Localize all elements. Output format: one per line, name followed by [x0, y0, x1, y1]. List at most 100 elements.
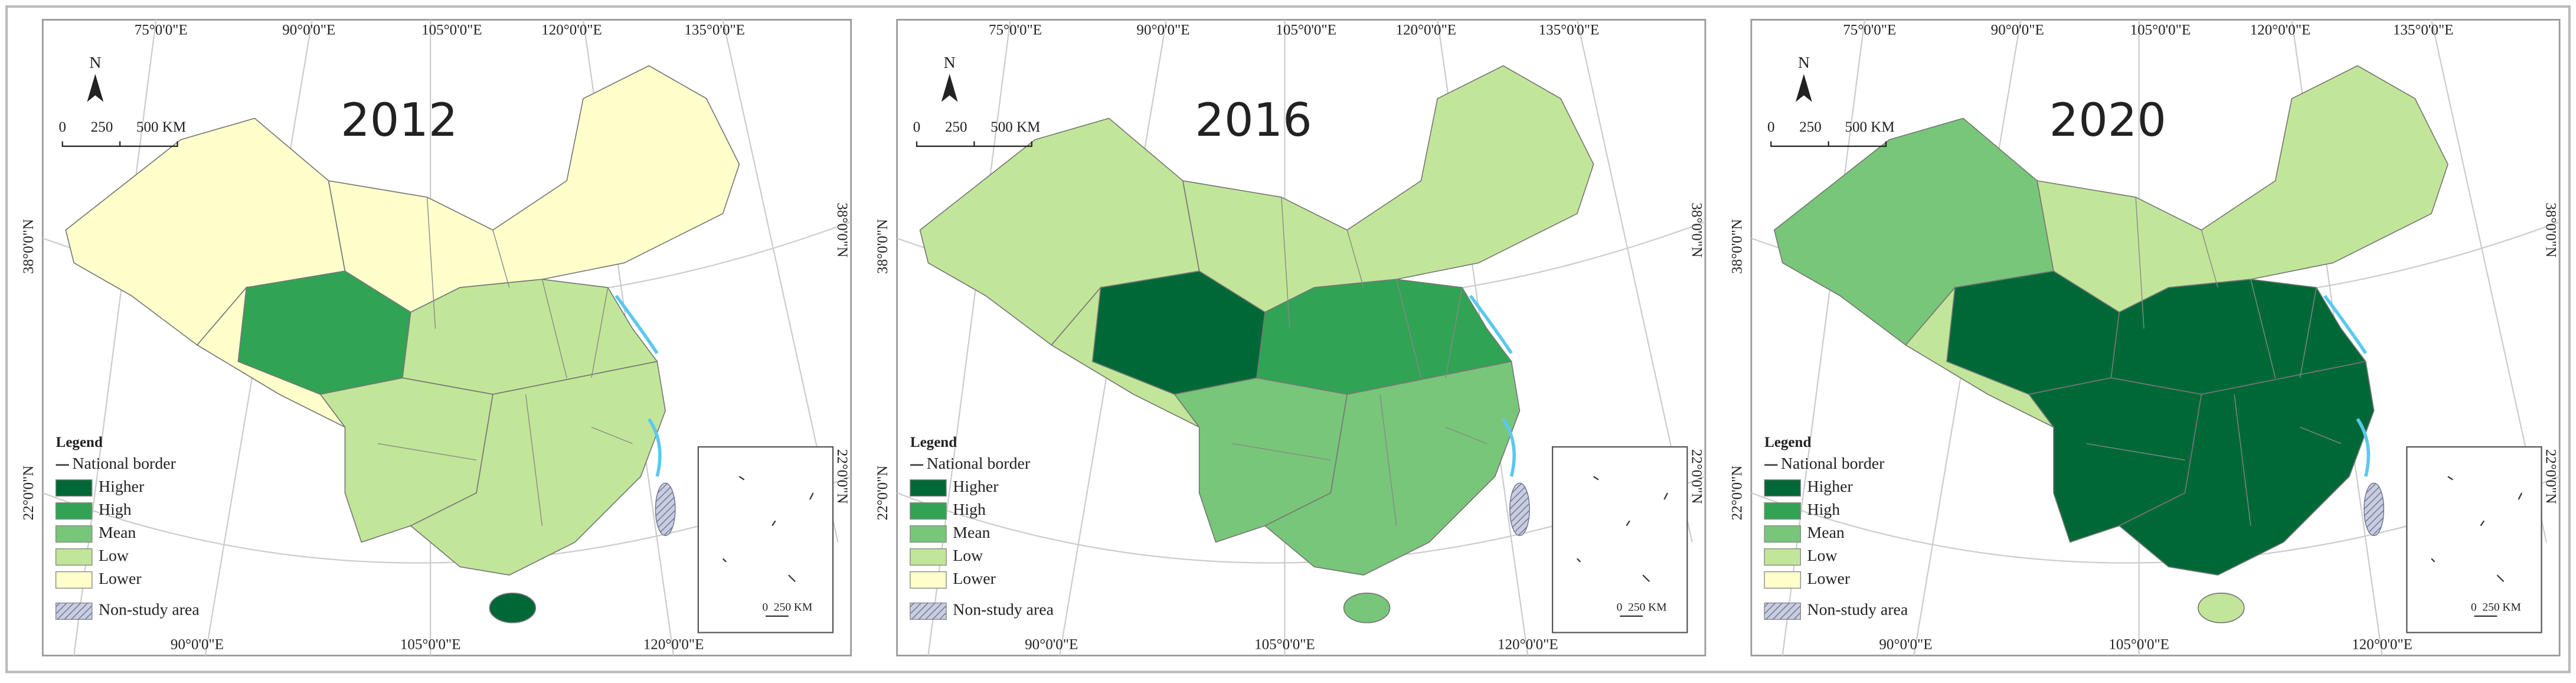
lon-label: 75°0'0"E	[989, 22, 1042, 38]
scale-label: 250	[945, 119, 967, 135]
legend-label: Higher	[953, 478, 999, 496]
map-panel: 0 250 KM 2012 N 0 250 500 KM 75°0'0"E 90°0'0"E 10…	[21, 19, 852, 656]
lon-label: 120°0'0"E	[541, 22, 602, 38]
legend-label: Mean	[953, 524, 990, 542]
legend-label: Non-study area	[953, 601, 1054, 619]
north-arrow	[1795, 74, 1812, 102]
inset-frame	[697, 446, 834, 633]
inset-scale-label: 0	[762, 601, 768, 613]
legend-swatch	[910, 502, 947, 520]
north-arrow	[941, 74, 958, 102]
legend-swatch	[910, 525, 947, 543]
north-arrow	[87, 74, 104, 102]
legend-label: Mean	[1807, 524, 1844, 542]
legend-swatch	[55, 502, 93, 520]
lon-label: 90°0'0"E	[1991, 22, 2044, 38]
legend-label: Non-study area	[1807, 601, 1908, 619]
lon-label: 90°0'0"E	[1136, 22, 1189, 38]
lon-label: 120°0'0"E	[2250, 22, 2311, 38]
legend-label: Lower	[953, 570, 996, 588]
lon-label: 120°0'0"E	[643, 637, 704, 653]
legend-label: Low	[99, 547, 129, 565]
lat-label: 38°0'0"N	[21, 219, 37, 274]
inset-scale-label: 250 KM	[2482, 601, 2521, 613]
lon-label: 135°0'0"E	[1539, 22, 1600, 38]
lat-label: 22°0'0"N	[1729, 466, 1745, 521]
coastline	[2323, 295, 2371, 477]
legend-swatch	[1764, 525, 1802, 543]
legend-label: National border	[1781, 455, 1885, 473]
map-panel: 0 250 KM 2016 N 0 250 500 KM 75°0'0"E 90°0'0"E 10…	[875, 19, 1707, 656]
lon-label: 105°0'0"E	[1254, 637, 1315, 653]
outer-frame	[5, 5, 2571, 674]
legend-label: Higher	[99, 478, 145, 496]
legend-label: National border	[927, 455, 1031, 473]
hainan	[2198, 592, 2245, 623]
panel-year: 2020	[2049, 94, 2166, 147]
lat-label: 22°0'0"N	[1688, 449, 1704, 504]
lon-label: 75°0'0"E	[1843, 22, 1896, 38]
province-boundary	[1232, 197, 1488, 526]
legend-swatch	[1764, 479, 1802, 497]
north-label: N	[1798, 54, 1810, 72]
inset-scale-label: 250 KM	[774, 601, 812, 613]
lon-label: 120°0'0"E	[2352, 637, 2412, 653]
scale-label: 250	[91, 119, 113, 135]
lon-label: 90°0'0"E	[1879, 637, 1932, 653]
scale-label: 250	[1799, 119, 1822, 135]
legend-label: National border	[72, 455, 176, 473]
inset-islands	[2431, 476, 2523, 583]
scale-bar	[61, 141, 178, 147]
province-boundary	[378, 197, 633, 526]
panel-year: 2016	[1195, 94, 1312, 147]
legend-swatch	[55, 525, 93, 543]
taiwan-non-study	[655, 482, 676, 537]
lon-label: 105°0'0"E	[2130, 22, 2191, 38]
legend-label: High	[1807, 501, 1840, 519]
province-region	[2118, 361, 2375, 576]
lat-label: 38°0'0"N	[1729, 219, 1745, 274]
province-boundary	[2086, 197, 2342, 526]
legend-swatch	[1764, 571, 1802, 589]
legend-title: Legend	[1764, 434, 1811, 450]
legend-swatch	[910, 479, 947, 497]
inset-scale-label: 0	[1617, 601, 1623, 613]
hainan	[489, 592, 537, 623]
legend-label: Low	[953, 547, 983, 565]
legend-label: Non-study area	[99, 601, 200, 619]
coastline	[1469, 295, 1516, 477]
legend-swatch	[910, 571, 947, 589]
legend-label: Lower	[1807, 570, 1850, 588]
lat-label: 38°0'0"N	[1688, 202, 1704, 257]
lon-label: 135°0'0"E	[2393, 22, 2454, 38]
lat-label: 22°0'0"N	[875, 466, 891, 521]
lat-label: 22°0'0"N	[21, 466, 37, 521]
legend-swatch	[55, 548, 93, 566]
legend-label: High	[953, 501, 986, 519]
inset-frame	[1551, 446, 1688, 633]
lon-label: 90°0'0"E	[1025, 637, 1078, 653]
inset-islands	[722, 476, 814, 583]
lat-label: 22°0'0"N	[2543, 449, 2559, 504]
panel-year: 2012	[341, 94, 457, 147]
lon-label: 75°0'0"E	[135, 22, 188, 38]
lon-label: 105°0'0"E	[421, 22, 482, 38]
lon-label: 105°0'0"E	[1276, 22, 1336, 38]
lat-label: 38°0'0"N	[875, 219, 891, 274]
north-label: N	[89, 54, 101, 72]
north-label: N	[944, 54, 956, 72]
scale-bar	[1770, 141, 1887, 147]
lon-label: 135°0'0"E	[684, 22, 745, 38]
legend-swatch	[1764, 602, 1802, 620]
legend-swatch	[1764, 548, 1802, 566]
legend-label: Mean	[99, 524, 136, 542]
lat-label: 38°0'0"N	[834, 202, 850, 257]
taiwan-non-study	[1509, 482, 1530, 537]
legend-swatch	[55, 571, 93, 589]
legend-swatch	[910, 548, 947, 566]
inset-scale-label: 0	[2471, 601, 2477, 613]
inset-islands	[1577, 476, 1668, 583]
legend-swatch	[1764, 502, 1802, 520]
province-region	[410, 361, 666, 576]
